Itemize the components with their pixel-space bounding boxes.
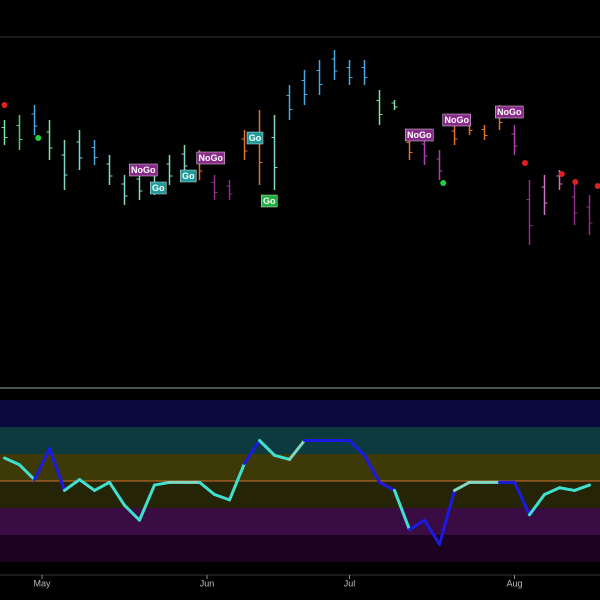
oscillator-segment — [423, 518, 441, 546]
oscillator-segment — [123, 503, 141, 522]
signal-dot — [558, 171, 565, 177]
signal-label-box — [129, 163, 158, 177]
signal-dot — [594, 183, 600, 189]
signal-label-box — [196, 151, 225, 165]
oscillator-segment — [243, 439, 261, 465]
signal-label-box — [495, 105, 524, 119]
signal-label-box — [261, 194, 278, 208]
signal-label: Go — [182, 171, 195, 181]
signal-label-box — [442, 113, 471, 127]
oscillator-segment — [348, 439, 366, 457]
oscillator-segment — [258, 439, 276, 457]
oscillator-segment — [393, 488, 411, 532]
oscillator-segment — [63, 478, 81, 492]
oscillator-segment — [78, 478, 96, 492]
oscillator-segment — [558, 486, 576, 492]
oscillator-segment — [528, 493, 546, 517]
signal-label-box — [150, 181, 167, 195]
oscillator-segment — [408, 518, 426, 532]
signal-dot — [35, 135, 42, 141]
oscillator-band — [0, 427, 600, 454]
signal-label: Go — [263, 196, 276, 206]
oscillator-segment — [438, 488, 456, 546]
oscillator-segment — [48, 447, 66, 492]
x-tick-label: Jun — [200, 578, 215, 588]
oscillator-segment — [138, 483, 156, 522]
x-tick-label: Aug — [506, 578, 522, 588]
signal-label: NoGo — [497, 107, 522, 117]
oscillator-band — [0, 400, 600, 427]
oscillator-band — [0, 535, 600, 562]
oscillator-segment — [228, 461, 246, 502]
signal-label-box — [246, 131, 264, 145]
signal-label: NoGo — [199, 153, 224, 163]
oscillator-segment — [378, 480, 396, 492]
signal-dot — [572, 179, 579, 185]
oscillator-segment — [573, 483, 591, 492]
oscillator-band — [0, 481, 600, 508]
signal-label-box — [405, 128, 434, 142]
oscillator-segment — [33, 447, 51, 482]
oscillator-segment — [198, 480, 216, 496]
oscillator-band — [0, 508, 600, 535]
oscillator-segment — [288, 439, 306, 461]
oscillator-segment — [93, 480, 111, 492]
oscillator-segment — [213, 493, 231, 502]
signal-label: Go — [249, 133, 262, 143]
oscillator-segment — [453, 480, 471, 492]
oscillator-segment — [18, 463, 36, 482]
signal-dot — [440, 180, 447, 186]
x-tick-label: May — [33, 578, 51, 588]
signal-label: NoGo — [407, 130, 432, 140]
oscillator-segment — [363, 453, 381, 484]
signal-label-box — [180, 169, 197, 183]
oscillator-segment — [543, 486, 561, 496]
signal-dot — [1, 102, 8, 108]
oscillator-segment — [273, 453, 291, 461]
oscillator-segment — [3, 456, 21, 467]
signal-label: NoGo — [445, 115, 470, 125]
x-tick-label: Jul — [344, 578, 356, 588]
signal-label: Go — [152, 183, 165, 193]
oscillator-segment — [513, 480, 531, 517]
signal-label: NoGo — [131, 165, 156, 175]
signal-dot — [522, 160, 528, 166]
oscillator-segment — [153, 480, 171, 487]
oscillator-segment — [108, 480, 126, 507]
oscillator-band — [0, 454, 600, 481]
